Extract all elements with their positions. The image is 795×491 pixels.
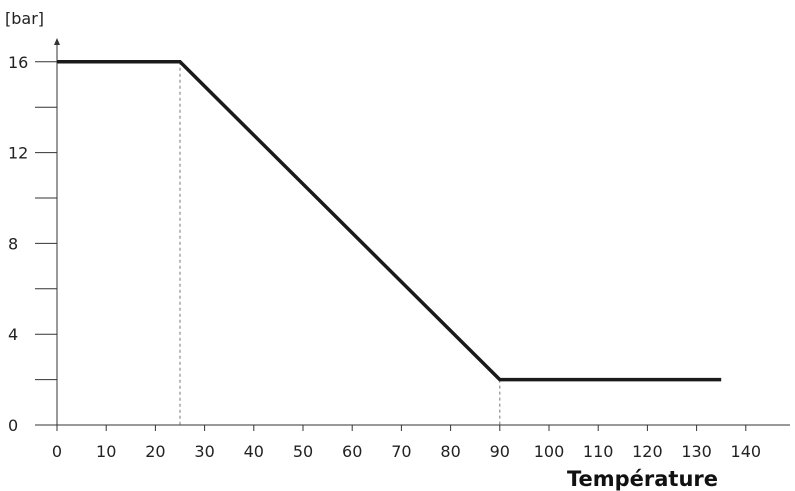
series-line (57, 60, 722, 382)
x-tick-label: 0 (52, 442, 62, 461)
x-tick-label: 110 (583, 442, 614, 461)
x-axis-label: Température (567, 467, 718, 491)
x-tick-label: 100 (534, 442, 565, 461)
x-tick-label: 10 (96, 442, 116, 461)
x-tick-label: 40 (244, 442, 264, 461)
x-tick-label: 70 (391, 442, 411, 461)
y-tick-label: 12 (8, 144, 28, 163)
x-tick-label: 120 (632, 442, 663, 461)
series-group (57, 60, 722, 382)
x-tick-label: 50 (293, 442, 313, 461)
x-tick-label: 140 (731, 442, 762, 461)
reference-lines (179, 61, 501, 425)
x-tick-label: 30 (194, 442, 214, 461)
x-ticks: 0 10 20 30 40 50 60 70 80 90 100 110 120 130 140 (52, 425, 761, 461)
axes (54, 38, 790, 426)
y-axis-arrow-icon (54, 38, 60, 45)
y-tick-label: 16 (8, 53, 28, 72)
x-tick-label: 20 (145, 442, 165, 461)
y-tick-label: 4 (8, 325, 18, 344)
x-tick-label: 80 (440, 442, 460, 461)
y-tick-label: 0 (8, 416, 18, 435)
x-tick-label: 90 (490, 442, 510, 461)
y-ticks: 0 4 8 12 16 (8, 53, 57, 435)
y-tick-label: 8 (8, 234, 18, 253)
y-axis-label: [bar] (5, 9, 44, 28)
x-tick-label: 130 (681, 442, 712, 461)
x-tick-label: 60 (342, 442, 362, 461)
